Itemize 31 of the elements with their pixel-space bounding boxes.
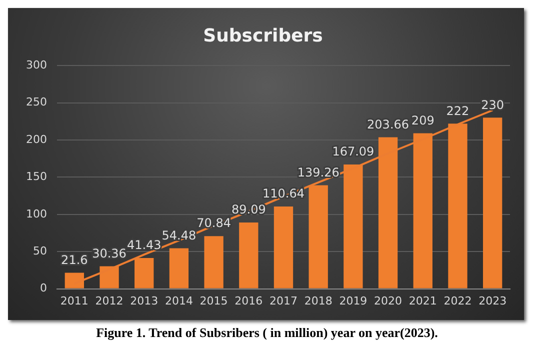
data-label: 21.6 (61, 252, 88, 267)
x-tick-label: 2018 (304, 294, 332, 308)
y-tick-label: 0 (40, 282, 47, 295)
data-label: 203.66 (367, 117, 410, 132)
x-tick-label: 2014 (164, 294, 193, 308)
x-tick-label: 2015 (200, 294, 228, 308)
x-tick-label: 2011 (60, 294, 88, 308)
data-label: 167.09 (332, 144, 374, 159)
x-tick-label: 2021 (408, 294, 437, 308)
x-tick-label: 2023 (478, 294, 507, 308)
y-tick-label: 50 (32, 244, 47, 258)
data-label: 230 (481, 98, 504, 112)
data-label: 30.36 (92, 246, 126, 260)
y-tick-label: 100 (26, 207, 47, 220)
y-tick-label: 300 (26, 58, 47, 72)
data-label: 41.43 (126, 238, 162, 252)
x-tick-label: 2020 (374, 294, 402, 308)
x-tick-label: 2016 (234, 294, 263, 308)
x-tick-label: 2022 (444, 294, 472, 308)
data-label: 222 (446, 104, 470, 118)
y-tick-label: 200 (26, 132, 47, 146)
x-tick-label: 2012 (95, 294, 124, 308)
x-tick-label: 2019 (339, 294, 368, 308)
caption: Figure 1. Trend of Subsribers ( in million) year on year(2023). (95, 325, 439, 341)
x-tick-label: 2017 (270, 294, 298, 308)
y-tick-label: 150 (26, 170, 47, 184)
x-tick-label: 2013 (130, 294, 158, 308)
chart-title: Subscribers (203, 25, 323, 46)
y-tick-label: 250 (26, 96, 47, 109)
data-label: 209 (411, 113, 434, 128)
data-label: 139.26 (297, 165, 340, 180)
